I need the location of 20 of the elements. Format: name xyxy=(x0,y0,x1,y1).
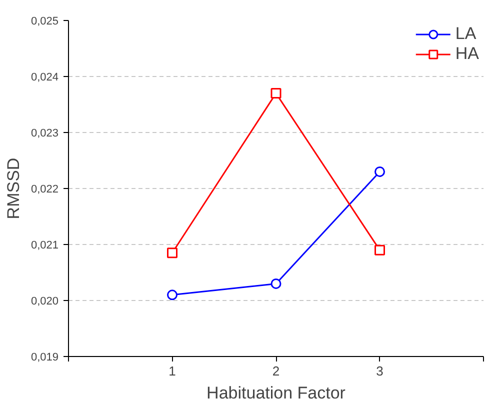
y-tick-label: 0,024 xyxy=(30,72,59,84)
point xyxy=(167,248,178,258)
y-tick-label: 0,023 xyxy=(30,128,59,140)
x-axis-title: Habituation Factor xyxy=(206,384,346,402)
point xyxy=(374,244,385,256)
y-tick-label: 0,020 xyxy=(30,296,59,308)
point xyxy=(374,166,385,177)
legend-label: LA xyxy=(455,24,476,44)
point xyxy=(167,290,178,300)
x-tick-label: 1 xyxy=(168,364,176,378)
x-tick-label: 2 xyxy=(272,364,280,378)
y-tick-label: 0,021 xyxy=(30,240,59,252)
x-tick-label: 3 xyxy=(376,364,384,378)
y-tick-label: 0,022 xyxy=(30,184,59,196)
legend-label: HA xyxy=(455,44,479,64)
y-axis-title: RMSSD xyxy=(4,158,23,220)
point xyxy=(270,278,282,289)
point xyxy=(270,88,282,99)
y-tick-label: 0,025 xyxy=(30,16,59,28)
y-tick-label: 0,019 xyxy=(30,352,59,364)
